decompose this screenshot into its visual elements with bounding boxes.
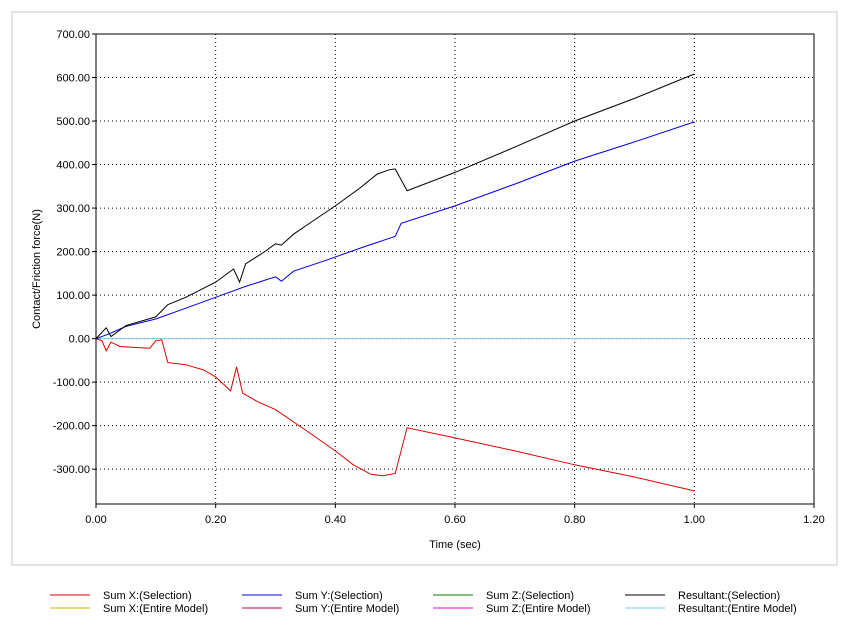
legend-label: Resultant:(Entire Model) xyxy=(678,603,797,615)
legend-label: Sum Y:(Selection) xyxy=(295,590,383,602)
y-tick-label: 0.00 xyxy=(69,334,90,346)
series-line-0 xyxy=(95,338,695,492)
series-line-6 xyxy=(95,73,695,339)
x-tick-label: 0.80 xyxy=(564,514,585,526)
x-tick-label: 0.00 xyxy=(85,514,106,526)
legend-label: Sum Z:(Entire Model) xyxy=(486,603,591,615)
y-tick-label: -300.00 xyxy=(53,464,90,476)
legend: Sum X:(Selection)Sum X:(Entire Model) Sum… xyxy=(50,590,797,615)
legend-label: Sum X:(Entire Model) xyxy=(103,603,208,615)
y-tick-label: 300.00 xyxy=(56,203,90,215)
x-tick-label: 0.20 xyxy=(205,514,226,526)
x-axis-title: Time (sec) xyxy=(429,539,481,551)
series-lines xyxy=(95,73,695,492)
x-tick-label: 0.60 xyxy=(444,514,465,526)
axis-ticks: 700.00 600.00 500.00 400.00 300.00 200.00 100.… xyxy=(53,29,825,526)
y-tick-label: 400.00 xyxy=(56,160,90,172)
y-tick-label: 200.00 xyxy=(56,247,90,259)
legend-label: Sum X:(Selection) xyxy=(103,590,192,602)
x-tick-label: 0.40 xyxy=(325,514,346,526)
y-tick-label: -100.00 xyxy=(53,377,90,389)
legend-label: Resultant:(Selection) xyxy=(678,590,780,602)
chart-panel-border xyxy=(11,11,838,566)
y-tick-label: 700.00 xyxy=(56,29,90,41)
x-tick-label: 1.00 xyxy=(684,514,705,526)
legend-label: Sum Z:(Selection) xyxy=(486,590,574,602)
y-tick-label: -200.00 xyxy=(53,421,90,433)
y-tick-label: 500.00 xyxy=(56,116,90,128)
y-tick-label: 100.00 xyxy=(56,290,90,302)
x-tick-label: 1.20 xyxy=(803,514,824,526)
legend-label: Sum Y:(Entire Model) xyxy=(295,603,399,615)
y-tick-label: 600.00 xyxy=(56,73,90,85)
y-axis-title: Contact/Friction force(N) xyxy=(31,209,43,329)
series-line-2 xyxy=(95,121,695,340)
